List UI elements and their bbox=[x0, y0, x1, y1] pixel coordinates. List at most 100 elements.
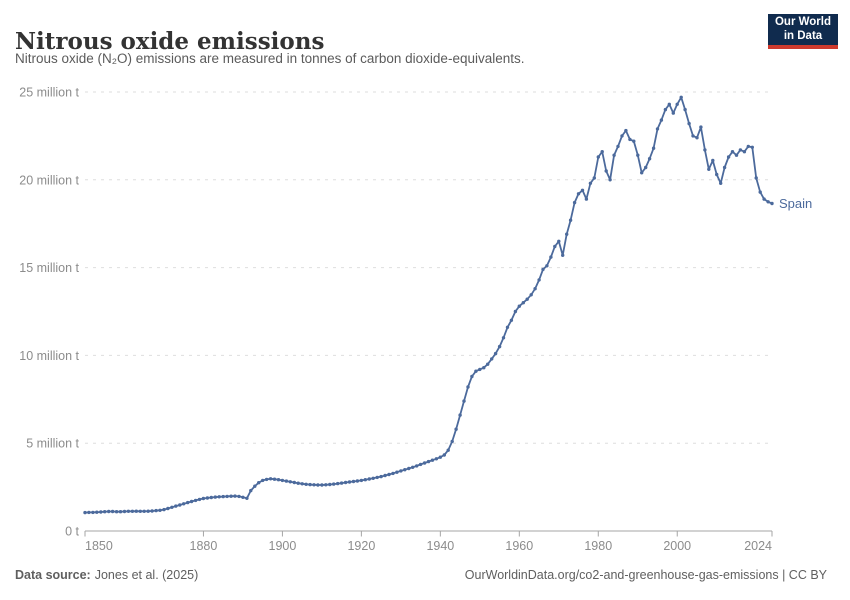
data-point[interactable] bbox=[367, 477, 371, 481]
data-point[interactable] bbox=[174, 504, 178, 508]
data-point[interactable] bbox=[355, 479, 360, 483]
data-point[interactable] bbox=[146, 509, 150, 513]
data-point[interactable] bbox=[734, 153, 739, 157]
data-point[interactable] bbox=[758, 190, 762, 194]
data-point[interactable] bbox=[434, 457, 439, 461]
data-point[interactable] bbox=[197, 497, 202, 502]
data-point[interactable] bbox=[87, 510, 91, 515]
data-point[interactable] bbox=[209, 495, 213, 500]
data-point[interactable] bbox=[580, 188, 585, 192]
data-point[interactable] bbox=[95, 510, 99, 514]
data-point[interactable] bbox=[193, 498, 198, 503]
data-point[interactable] bbox=[110, 509, 115, 514]
data-point[interactable] bbox=[122, 509, 127, 514]
data-point[interactable] bbox=[624, 128, 628, 133]
data-point[interactable] bbox=[770, 201, 774, 206]
data-point[interactable] bbox=[616, 144, 620, 149]
data-point[interactable] bbox=[754, 176, 758, 180]
data-point[interactable] bbox=[312, 483, 316, 487]
data-point[interactable] bbox=[486, 362, 490, 366]
data-point[interactable] bbox=[229, 494, 233, 498]
data-point[interactable] bbox=[730, 150, 735, 154]
data-point[interactable] bbox=[328, 482, 332, 487]
data-point[interactable] bbox=[383, 473, 387, 478]
data-point[interactable] bbox=[415, 464, 419, 468]
data-point[interactable] bbox=[347, 480, 352, 484]
data-point[interactable] bbox=[395, 470, 399, 474]
data-point[interactable] bbox=[766, 200, 770, 204]
data-point[interactable] bbox=[722, 165, 727, 170]
data-point[interactable] bbox=[478, 367, 482, 372]
data-point[interactable] bbox=[166, 506, 170, 511]
data-point[interactable] bbox=[482, 366, 486, 370]
data-point[interactable] bbox=[608, 178, 612, 182]
data-point[interactable] bbox=[336, 481, 340, 486]
data-point[interactable] bbox=[703, 148, 707, 152]
data-point[interactable] bbox=[687, 121, 691, 126]
data-point[interactable] bbox=[671, 111, 675, 115]
data-point[interactable] bbox=[651, 146, 656, 150]
data-point[interactable] bbox=[91, 510, 95, 515]
data-point[interactable] bbox=[746, 144, 750, 149]
data-point[interactable] bbox=[715, 172, 719, 177]
data-point[interactable] bbox=[750, 145, 754, 149]
data-point[interactable] bbox=[114, 510, 119, 514]
data-point[interactable] bbox=[284, 479, 289, 483]
owid-logo[interactable]: Our World in Data bbox=[768, 14, 838, 49]
data-point[interactable] bbox=[738, 148, 743, 152]
data-point[interactable] bbox=[245, 496, 249, 500]
data-point[interactable] bbox=[126, 509, 131, 513]
data-point[interactable] bbox=[513, 309, 518, 314]
data-point[interactable] bbox=[371, 476, 375, 480]
data-point[interactable] bbox=[399, 469, 403, 473]
data-point[interactable] bbox=[711, 158, 715, 163]
data-point[interactable] bbox=[596, 155, 600, 159]
data-point[interactable] bbox=[644, 165, 648, 170]
data-point[interactable] bbox=[162, 507, 166, 512]
data-point[interactable] bbox=[158, 508, 162, 512]
data-point[interactable] bbox=[438, 455, 442, 459]
data-point[interactable] bbox=[533, 287, 537, 291]
data-point[interactable] bbox=[517, 304, 521, 308]
data-point[interactable] bbox=[379, 474, 383, 479]
data-point[interactable] bbox=[632, 139, 636, 143]
data-point[interactable] bbox=[572, 200, 577, 205]
data-point[interactable] bbox=[272, 477, 277, 481]
data-point[interactable] bbox=[324, 483, 328, 487]
data-point[interactable] bbox=[553, 244, 557, 249]
data-point[interactable] bbox=[568, 218, 573, 222]
data-point[interactable] bbox=[316, 483, 320, 487]
data-point[interactable] bbox=[545, 264, 549, 268]
data-point[interactable] bbox=[221, 494, 225, 499]
data-point[interactable] bbox=[276, 478, 281, 482]
data-point[interactable] bbox=[565, 232, 569, 236]
data-point[interactable] bbox=[288, 480, 292, 484]
data-point[interactable] bbox=[351, 479, 356, 484]
data-point[interactable] bbox=[150, 509, 154, 513]
data-point[interactable] bbox=[699, 125, 703, 129]
data-point[interactable] bbox=[620, 134, 624, 138]
citation-link[interactable]: OurWorldinData.org/co2-and-greenhouse-ga… bbox=[464, 568, 827, 582]
data-point[interactable] bbox=[411, 465, 415, 469]
data-point[interactable] bbox=[537, 278, 541, 282]
data-point[interactable] bbox=[261, 478, 265, 483]
data-point[interactable] bbox=[359, 478, 364, 483]
data-point[interactable] bbox=[719, 181, 723, 185]
data-point[interactable] bbox=[474, 369, 478, 373]
data-point[interactable] bbox=[99, 510, 103, 514]
data-point[interactable] bbox=[375, 475, 379, 480]
data-point[interactable] bbox=[343, 480, 348, 485]
data-point[interactable] bbox=[83, 510, 87, 515]
data-point[interactable] bbox=[640, 171, 644, 175]
data-point[interactable] bbox=[241, 495, 245, 499]
data-point[interactable] bbox=[339, 481, 344, 485]
data-point[interactable] bbox=[592, 176, 596, 180]
data-point[interactable] bbox=[675, 102, 679, 107]
data-point[interactable] bbox=[742, 150, 747, 154]
data-point[interactable] bbox=[505, 325, 510, 329]
data-point[interactable] bbox=[257, 481, 261, 485]
data-point[interactable] bbox=[403, 468, 407, 472]
data-point[interactable] bbox=[225, 494, 229, 499]
data-point[interactable] bbox=[134, 509, 138, 513]
data-point[interactable] bbox=[628, 137, 632, 142]
